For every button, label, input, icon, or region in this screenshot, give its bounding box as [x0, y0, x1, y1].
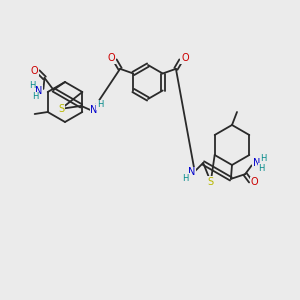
Text: O: O: [251, 177, 258, 188]
Text: N: N: [188, 167, 195, 177]
Text: O: O: [30, 66, 38, 76]
Text: N: N: [253, 158, 260, 168]
Text: H: H: [32, 92, 39, 101]
Text: N: N: [91, 105, 98, 115]
Text: H: H: [29, 81, 36, 90]
Text: H: H: [260, 154, 267, 163]
Text: H: H: [259, 164, 265, 173]
Text: S: S: [58, 104, 64, 114]
Text: H: H: [97, 100, 104, 109]
Text: N: N: [35, 86, 42, 96]
Text: O: O: [181, 53, 189, 63]
Text: O: O: [107, 53, 115, 63]
Text: S: S: [208, 177, 214, 187]
Text: H: H: [182, 174, 189, 183]
